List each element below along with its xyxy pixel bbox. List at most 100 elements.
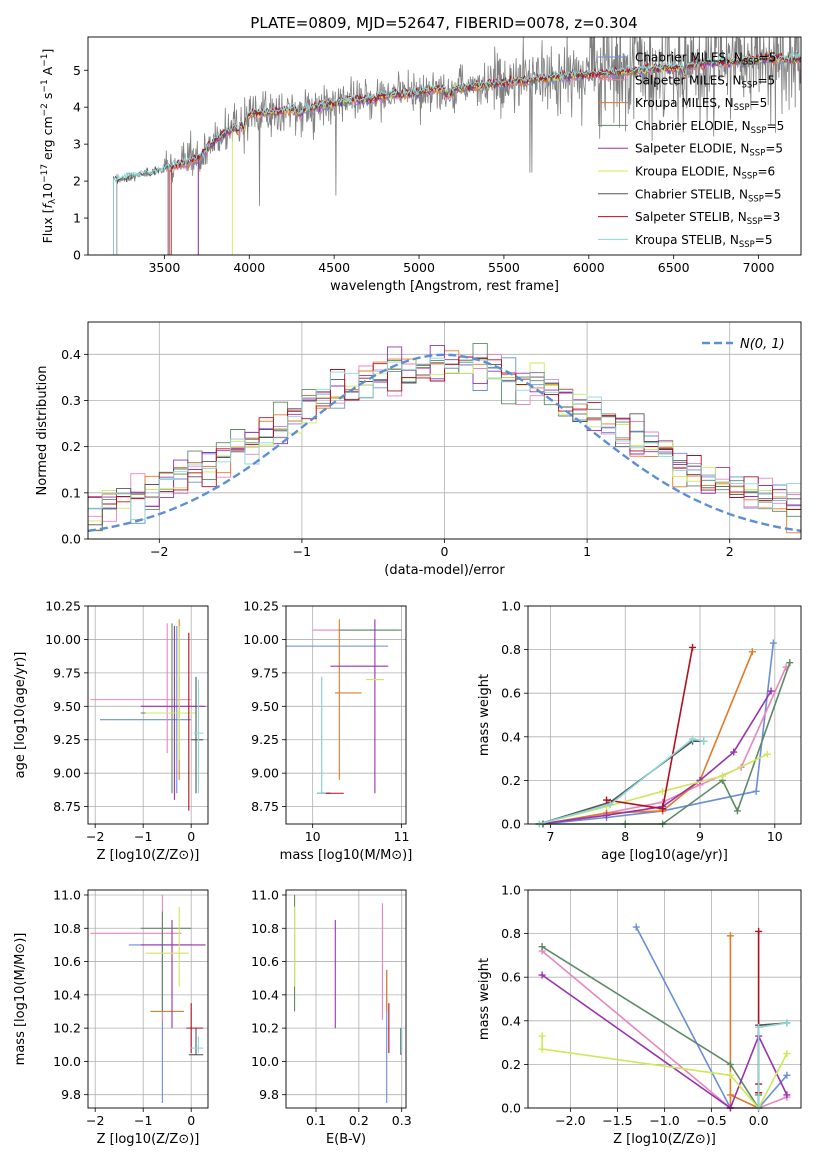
x-tick-label: 3500 [148, 260, 180, 275]
panel-weight_vs_age: 7 8 9 10 0.0 0.2 0.4 0.6 0.8 1.0 age [log10(age/yr… [477, 599, 802, 863]
y-tick-label: 11.0 [53, 887, 81, 902]
weight-marker [726, 1060, 734, 1068]
legend-label: Salpeter MILES, NSSP=5 [635, 73, 775, 90]
y-tick-label: 2 [73, 174, 81, 189]
panel-age_vs_mass: 10 11 8.75 9.00 9.25 9.50 9.75 10.00 10.25 mass [… [243, 599, 412, 864]
x-tick-label: 0 [187, 829, 195, 844]
y-tick-label: 10.4 [53, 987, 81, 1002]
x-tick-label: 0.3 [392, 1113, 412, 1128]
weight-marker [659, 787, 667, 795]
y-tick-label: 0.2 [501, 773, 521, 788]
weight-line [606, 647, 694, 810]
weight-marker [733, 807, 741, 815]
weight-marker [603, 811, 611, 819]
x-tick-label: 5000 [403, 260, 435, 275]
weight-line [542, 643, 775, 825]
weight-marker [538, 1045, 546, 1053]
weight-marker [606, 800, 614, 808]
axes-frame [87, 321, 802, 540]
x-tick-label: −2 [150, 544, 168, 559]
y-tick-label: 0.6 [501, 970, 521, 985]
panel-age_vs_Z: −2 −1 0 8.75 9.00 9.25 9.50 9.75 10.00 10.25 Z [lo… [13, 599, 209, 863]
y-tick-label: 0.8 [501, 642, 521, 657]
y-tick-label: 0.8 [501, 926, 521, 941]
y-tick-label: 10.0 [251, 1054, 279, 1069]
x-axis-label: Z [log10(Z/Z⊙)] [613, 1132, 716, 1147]
y-tick-label: 9.8 [61, 1087, 81, 1102]
y-axis-label: age [log10(age/yr)] [13, 652, 28, 779]
panel-mass_vs_EBV: 0.1 0.2 0.3 9.8 10.0 10.2 10.4 10.6 10.8 11.0 E(B-… [251, 887, 412, 1147]
x-tick-label: 8 [621, 829, 629, 844]
y-tick-label: 9.75 [53, 665, 81, 680]
x-axis-label: wavelength [Angstrom, rest frame] [330, 279, 559, 294]
x-tick-label: 11 [394, 829, 410, 844]
y-tick-label: 10.2 [251, 1021, 279, 1036]
weight-line [538, 738, 704, 825]
x-tick-label: −1 [134, 1113, 152, 1128]
y-tick-label: 11.0 [251, 887, 279, 902]
weight-marker [538, 971, 546, 979]
histogram-step [88, 356, 801, 534]
y-tick-label: 9.00 [53, 766, 81, 781]
x-tick-label: −2 [86, 1113, 104, 1128]
y-tick-label: 10.25 [45, 599, 81, 614]
errorbars [90, 894, 206, 1104]
observed-spectrum-line [116, 37, 801, 206]
y-tick-label: 10.8 [251, 921, 279, 936]
weight-marker [700, 737, 708, 745]
y-tick-label: 0.2 [61, 439, 81, 454]
x-tick-label: 0 [441, 544, 449, 559]
y-tick-label: 1.0 [501, 883, 521, 898]
x-tick-label: 7 [546, 829, 554, 844]
y-tick-label: 8.75 [251, 799, 279, 814]
y-tick-label: 0.3 [61, 393, 81, 408]
x-tick-label: 7000 [743, 260, 775, 275]
panel-mass_vs_Z: −2 −1 0 9.8 10.0 10.2 10.4 10.6 10.8 11.0 Z [log10… [13, 887, 209, 1147]
y-tick-label: 9.25 [251, 732, 279, 747]
weight-marker [783, 1071, 791, 1079]
x-tick-label: 10 [305, 829, 321, 844]
weight-marker [748, 648, 756, 656]
x-tick-label: 0.0 [749, 1113, 769, 1128]
y-tick-label: 0.2 [501, 1057, 521, 1072]
x-tick-label: 2 [726, 544, 734, 559]
x-tick-label: −1.5 [602, 1113, 632, 1128]
x-tick-label: 0.2 [349, 1113, 369, 1128]
weight-marker [755, 927, 763, 935]
legend-label: Kroupa MILES, NSSP=5 [635, 96, 767, 113]
axes-frame [87, 605, 209, 825]
legend-label: Kroupa STELIB, NSSP=5 [635, 233, 773, 250]
y-tick-label: 10.00 [243, 632, 279, 647]
y-axis-label: mass [log10(M/M⊙)] [13, 933, 28, 1066]
x-tick-label: 0.1 [306, 1113, 326, 1128]
x-tick-label: 0 [187, 1113, 195, 1128]
y-tick-label: 0.4 [61, 347, 81, 362]
x-tick-label: −1 [134, 829, 152, 844]
x-tick-label: 6500 [658, 260, 690, 275]
figure-title: PLATE=0809, MJD=52647, FIBERID=0078, z=0… [250, 14, 637, 32]
model-spectrum-line [113, 51, 801, 255]
x-axis-label: Z [log10(Z/Z⊙)] [97, 1132, 200, 1147]
weight-marker [718, 772, 726, 780]
x-axis-label: Z [log10(Z/Z⊙)] [97, 848, 200, 863]
x-tick-label: −2.0 [555, 1113, 585, 1128]
legend-label: Chabrier MILES, NSSP=5 [635, 51, 776, 68]
panel-spectrum: 3500 4000 4500 5000 5500 6000 6500 7000 0 1 2 3 4 5 Ch… [40, 36, 802, 294]
weight-marker [783, 1050, 791, 1057]
x-tick-label: 6000 [573, 260, 605, 275]
weight-line [729, 935, 759, 1109]
weight-marker [726, 932, 734, 940]
axes-frame [527, 889, 802, 1109]
y-tick-label: 9.00 [251, 766, 279, 781]
y-tick-label: 0 [73, 248, 81, 263]
x-axis-label: age [log10(age/yr)] [601, 848, 728, 863]
y-axis-label: mass weight [477, 674, 492, 756]
y-tick-label: 10.2 [53, 1021, 81, 1036]
weight-marker [632, 923, 640, 931]
x-tick-label: −2 [86, 829, 104, 844]
legend-label: Salpeter ELODIE, NSSP=5 [635, 142, 783, 159]
panel-weight_vs_Z: −2.0 −1.5 −1.0 −0.5 0.0 0.0 0.2 0.4 0.6 0.8 1.0 Z [… [477, 883, 802, 1147]
weight-marker [538, 1032, 546, 1040]
histogram-step [88, 357, 801, 520]
y-axis-label: Flux [fλ10−17 erg cm−2 s−1 A−1] [40, 49, 58, 244]
